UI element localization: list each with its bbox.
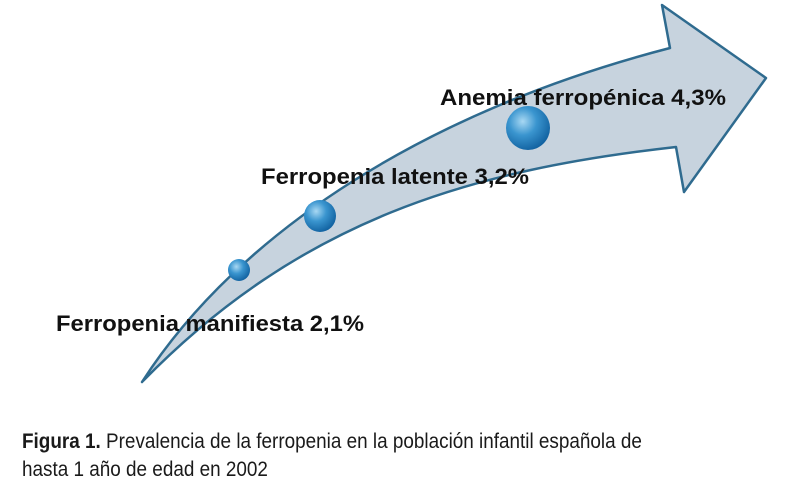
- prevalence-diagram: Ferropenia manifiesta 2,1% Ferropenia la…: [56, 3, 768, 384]
- stage-dot-large: [506, 106, 550, 150]
- curved-arrow: [140, 3, 768, 384]
- label-ferropenia-latente: Ferropenia latente 3,2%: [261, 164, 529, 189]
- stage-dot-medium: [304, 200, 336, 232]
- caption-line-2: hasta 1 año de edad en 2002: [22, 458, 268, 481]
- stage-dot-small: [228, 259, 250, 281]
- label-ferropenia-manifiesta: Ferropenia manifiesta 2,1%: [56, 311, 364, 336]
- figure-label: Figura 1.: [22, 430, 101, 453]
- caption-text-1: Prevalencia de la ferropenia en la pobla…: [106, 430, 642, 453]
- caption-line-1: Figura 1. Prevalencia de la ferropenia e…: [22, 428, 715, 456]
- label-anemia-ferropenica: Anemia ferropénica 4,3%: [440, 85, 726, 110]
- figure-caption: Figura 1. Prevalencia de la ferropenia e…: [22, 428, 715, 484]
